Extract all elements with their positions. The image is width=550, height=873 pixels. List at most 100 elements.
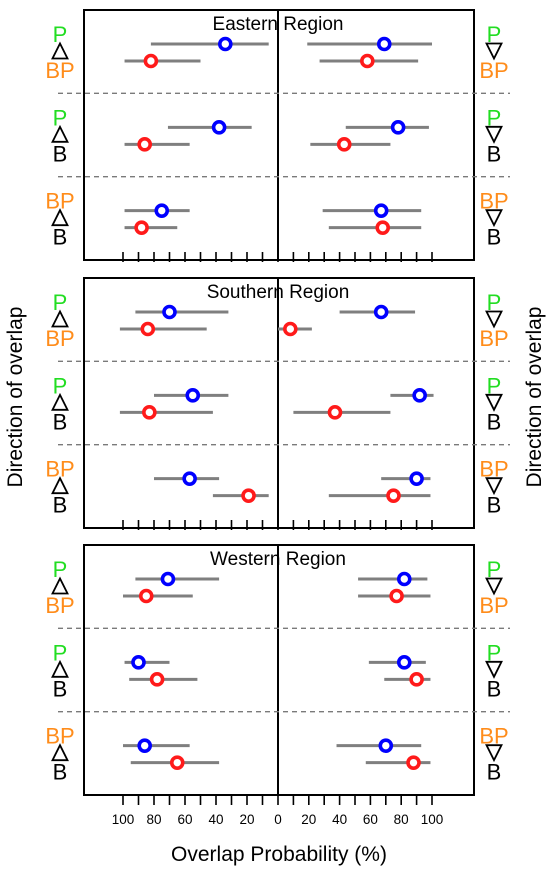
right-red-point — [360, 53, 375, 69]
right-blue-point — [378, 738, 394, 753]
left-red-point — [241, 488, 256, 503]
left-label-bottom: B — [53, 141, 68, 166]
left-blue-point — [182, 471, 197, 486]
down-triangle-icon — [485, 42, 503, 61]
down-triangle-icon — [485, 660, 503, 679]
left-label-bottom: B — [53, 409, 68, 434]
left-blue-point — [131, 655, 146, 670]
left-label-bottom: B — [53, 225, 68, 250]
right-label-top: P — [487, 640, 502, 665]
right-label-bottom: B — [487, 493, 502, 518]
left-red-point — [134, 220, 149, 235]
right-label-bottom: B — [487, 676, 502, 701]
y-axis-title-right: Direction of overlap — [523, 307, 546, 488]
x-axis-title: Overlap Probability (%) — [171, 843, 387, 866]
down-triangle-icon — [485, 125, 503, 144]
x-tick-label: 20 — [239, 812, 254, 827]
left-blue-point — [162, 304, 177, 320]
x-tick-label: 80 — [394, 812, 409, 827]
right-red-point — [386, 488, 401, 503]
right-red-point — [336, 137, 352, 152]
left-label-top: P — [53, 290, 68, 315]
left-blue-point — [218, 36, 233, 52]
overlap-group: P BP P BP — [45, 290, 508, 351]
right-blue-point — [409, 471, 424, 486]
left-blue-point — [160, 571, 176, 587]
left-label-top: P — [53, 373, 68, 398]
right-label-bottom: B — [487, 141, 502, 166]
right-red-point — [389, 588, 404, 604]
x-tick-label: 40 — [208, 812, 223, 827]
right-red-point — [283, 321, 298, 337]
x-tick-label: 60 — [363, 812, 378, 827]
down-triangle-icon — [485, 310, 503, 329]
left-label-top: P — [53, 557, 68, 582]
left-label-bottom: BP — [45, 326, 74, 351]
up-triangle-icon — [51, 476, 69, 495]
right-label-top: P — [487, 290, 502, 315]
overlap-group: P BP P BP — [45, 22, 508, 83]
right-blue-point — [390, 120, 406, 135]
left-label-bottom: B — [53, 493, 68, 518]
right-label-top: P — [487, 105, 502, 130]
region-title: Southern Region — [207, 282, 350, 303]
left-label-top: P — [53, 105, 68, 130]
y-axis-title-left: Direction of overlap — [4, 307, 27, 488]
up-triangle-icon — [51, 576, 69, 595]
left-blue-point — [185, 388, 201, 403]
left-label-top: P — [53, 22, 68, 47]
right-label-bottom: B — [487, 225, 502, 250]
right-blue-point — [396, 655, 412, 670]
right-label-bottom: B — [487, 760, 502, 785]
right-label-top: P — [487, 373, 502, 398]
left-label-top: P — [53, 640, 68, 665]
right-blue-point — [376, 36, 392, 52]
right-label-bottom: BP — [479, 326, 508, 351]
up-triangle-icon — [51, 392, 69, 411]
x-tick-label: 60 — [177, 812, 192, 827]
right-label-bottom: B — [487, 409, 502, 434]
overlap-group: P BP P BP — [45, 557, 508, 618]
left-label-bottom: B — [53, 676, 68, 701]
region-title: Western Region — [210, 549, 346, 570]
right-blue-point — [373, 304, 389, 320]
down-triangle-icon — [485, 477, 503, 496]
up-triangle-icon — [51, 659, 69, 678]
left-blue-point — [211, 120, 227, 135]
left-blue-point — [137, 738, 152, 753]
x-tick-label: 100 — [421, 812, 444, 827]
region-title: Eastern Region — [213, 14, 344, 35]
left-label-bottom: BP — [45, 593, 74, 618]
right-label-bottom: BP — [479, 58, 508, 83]
up-triangle-icon — [51, 309, 69, 328]
right-blue-point — [412, 388, 427, 403]
down-triangle-icon — [485, 744, 503, 763]
right-label-bottom: BP — [479, 593, 508, 618]
left-red-point — [138, 588, 154, 604]
x-tick-label: 40 — [332, 812, 347, 827]
left-red-point — [140, 321, 156, 337]
x-tick-label: 20 — [301, 812, 316, 827]
left-red-point — [142, 405, 157, 420]
right-red-point — [409, 672, 424, 687]
x-tick-label: 0 — [274, 812, 282, 827]
left-red-point — [137, 137, 152, 152]
right-red-point — [375, 220, 391, 235]
right-blue-point — [396, 571, 412, 587]
right-red-point — [327, 405, 343, 420]
right-blue-point — [373, 203, 389, 218]
right-label-top: P — [487, 22, 502, 47]
left-red-point — [143, 53, 159, 69]
left-label-bottom: BP — [45, 58, 74, 83]
up-triangle-icon — [51, 743, 69, 762]
x-tick-label: 80 — [146, 812, 161, 827]
up-triangle-icon — [51, 124, 69, 143]
up-triangle-icon — [51, 208, 69, 227]
